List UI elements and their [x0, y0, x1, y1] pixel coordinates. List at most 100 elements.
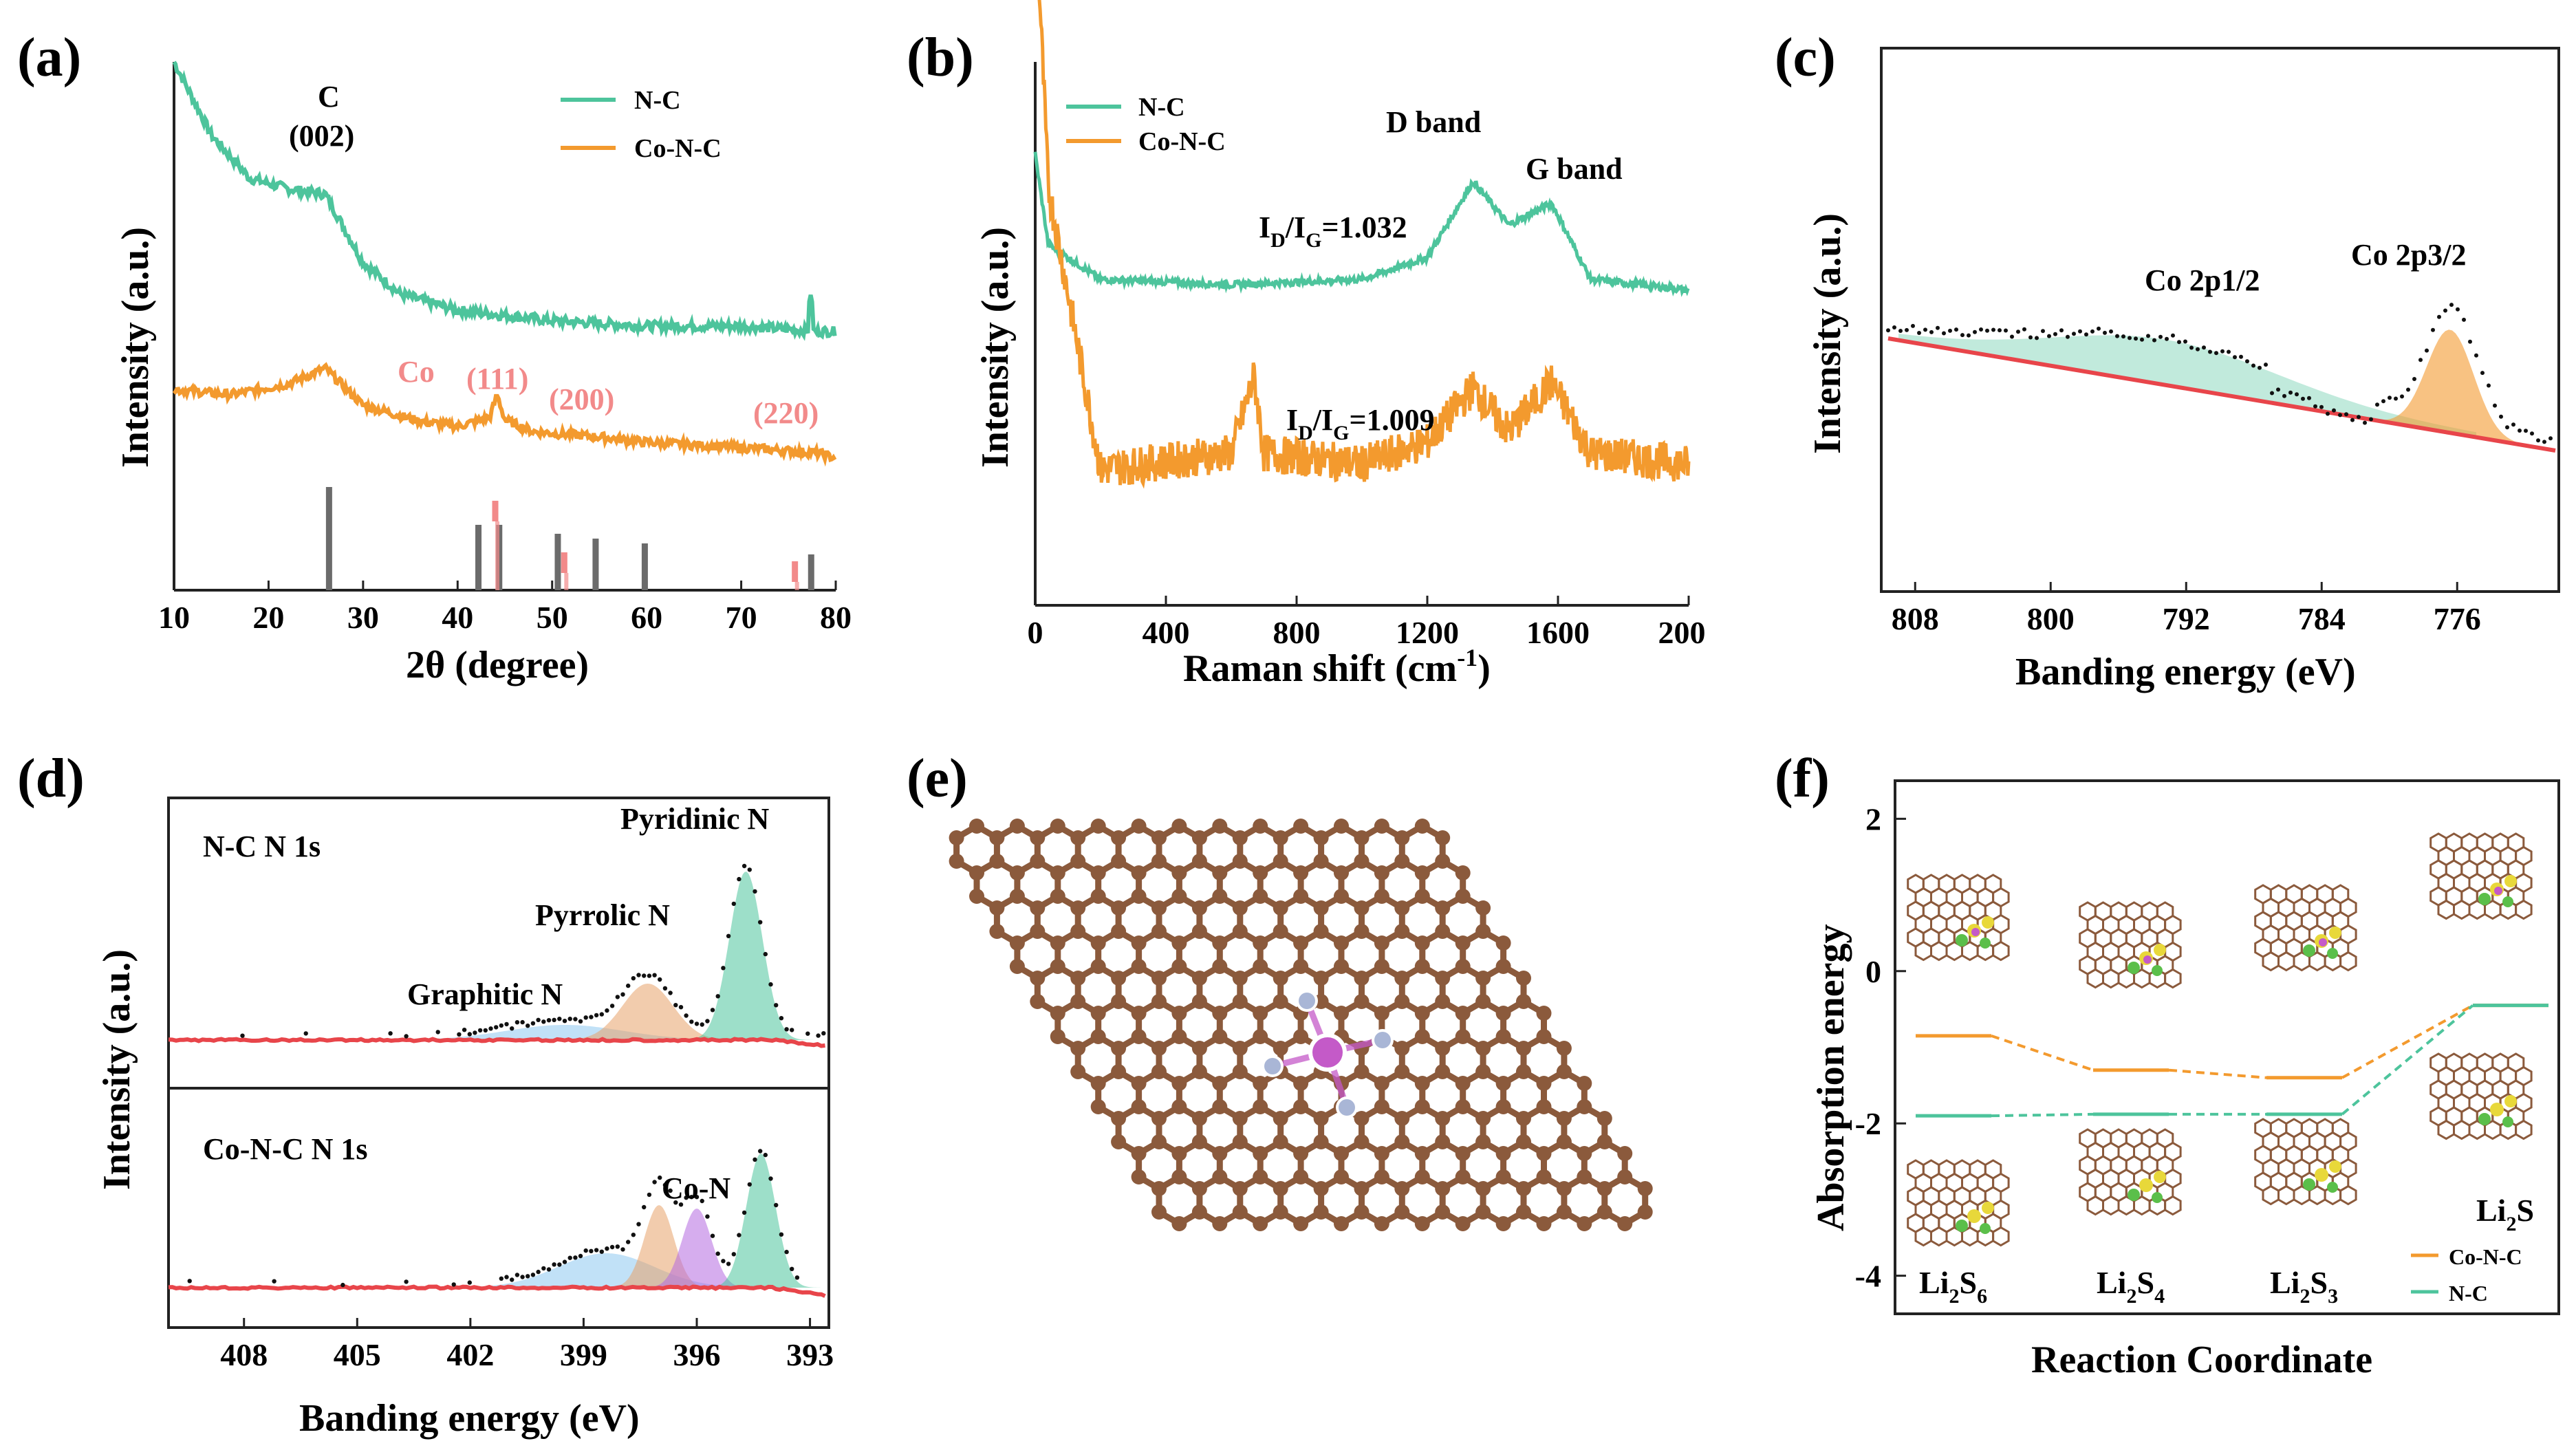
data-point-c — [2344, 412, 2348, 417]
tick-label-f: 0 — [1865, 954, 1881, 989]
data-point-c — [2258, 365, 2262, 370]
carbon-atom — [1475, 1041, 1491, 1056]
carbon-atom — [1516, 1064, 1531, 1079]
carbon-atom — [969, 889, 984, 904]
carbon-atom — [1414, 1029, 1430, 1044]
carbon-atom — [1212, 1146, 1228, 1161]
carbon-atom — [1171, 1146, 1187, 1161]
carbon-atom — [1232, 924, 1248, 939]
frame-d — [167, 797, 830, 1329]
carbon-atom — [1556, 1041, 1572, 1056]
carbon-atom — [1191, 1041, 1207, 1056]
carbon-atom — [1394, 924, 1410, 939]
envelope-point-d — [557, 1017, 562, 1021]
carbon-atom — [1212, 1029, 1228, 1044]
envelope-point-d — [731, 901, 737, 907]
data-point-c — [2177, 340, 2181, 345]
carbon-atom — [1253, 1006, 1268, 1021]
carbon-atom — [1232, 994, 1248, 1009]
carbon-atom — [1009, 889, 1025, 904]
envelope-point-d — [589, 1248, 594, 1254]
carbon-atom — [1009, 819, 1025, 834]
tick-label-d: 402 — [446, 1337, 494, 1372]
cobalt-atom-thumb — [2143, 955, 2152, 964]
carbon-atom — [1171, 865, 1187, 880]
envelope-point-d — [462, 1028, 467, 1032]
carbon-atom — [1253, 959, 1268, 974]
data-point-c — [2499, 414, 2503, 419]
adsorption-thumbnail — [1907, 1159, 2010, 1247]
annot-2p32-c: Co 2p3/2 — [2351, 238, 2466, 272]
carbon-atom — [1435, 854, 1451, 869]
envelope-point-d — [758, 1149, 763, 1154]
category-label-f: Li2S3 — [2270, 1265, 2338, 1308]
lithium-atom — [2502, 1116, 2513, 1127]
carbon-atom — [1354, 830, 1370, 845]
envelope-point-d — [526, 1024, 530, 1028]
series-line-conc-b — [1037, 0, 1691, 489]
carbon-atom — [1070, 830, 1086, 845]
data-point-c — [2165, 336, 2169, 341]
carbon-atom — [1070, 854, 1086, 869]
carbon-atom — [1455, 865, 1471, 880]
carbon-atom — [1191, 830, 1207, 845]
envelope-point-d — [272, 1279, 277, 1284]
carbon-atom — [1516, 1041, 1531, 1056]
carbon-atom — [1151, 900, 1167, 916]
connector-co-n-c-f — [1991, 1034, 2094, 1072]
data-point-c — [2338, 413, 2342, 418]
carbon-atom — [1253, 1099, 1268, 1114]
thumb-ring — [2515, 1119, 2533, 1140]
tick-label-a: 40 — [442, 600, 473, 635]
panel-label-a: (a) — [17, 28, 81, 88]
carbon-atom — [1435, 994, 1451, 1009]
carbon-atom — [1111, 830, 1127, 845]
data-point-c — [2134, 336, 2138, 341]
envelope-point-d — [620, 992, 625, 997]
envelope-point-d — [562, 1019, 567, 1024]
data-point-c — [2128, 336, 2132, 340]
carbon-atom — [1495, 1029, 1511, 1044]
carbon-atom — [1313, 971, 1329, 986]
carbon-atom — [1050, 819, 1065, 834]
carbon-atom — [1475, 1111, 1491, 1126]
adsorption-structures-f — [1907, 832, 2533, 1247]
carbon-atom — [1191, 971, 1207, 986]
tick-label-b: 200 — [1658, 615, 1706, 650]
carbon-atom — [1232, 830, 1248, 845]
envelope-point-d — [700, 1198, 704, 1204]
envelope-point-d — [721, 966, 726, 971]
cobalt-atom-thumb — [1971, 928, 1980, 936]
carbon-atom — [1191, 854, 1207, 869]
annot-co-a: Co — [398, 355, 435, 389]
carbon-atom — [1637, 1181, 1653, 1196]
envelope-point-d — [573, 1255, 578, 1260]
carbon-atom — [1455, 1146, 1471, 1161]
carbon-atom — [1111, 1064, 1127, 1079]
carbon-atom — [1414, 959, 1430, 974]
carbon-atom — [1090, 1006, 1106, 1021]
tick-label-a: 50 — [537, 600, 568, 635]
data-point-c — [1917, 331, 1921, 335]
lithium-atom — [2327, 1182, 2338, 1193]
annot-c002-a: (002) — [289, 119, 354, 153]
envelope-point-d — [662, 1182, 668, 1188]
carbon-atom — [1495, 1216, 1511, 1231]
tick-label-a: 80 — [820, 600, 852, 635]
carbon-atom — [1536, 1169, 1552, 1184]
ylabel-a: Intensity (a.u.) — [114, 227, 157, 468]
data-point-c — [2239, 354, 2243, 359]
envelope-point-d — [647, 973, 652, 978]
carbon-atom — [1232, 1041, 1248, 1056]
category-labels-f: Li2S6 Li2S4 Li2S3 Li2S — [1919, 1193, 2534, 1308]
carbon-atom — [1131, 1076, 1147, 1091]
data-point-c — [2152, 338, 2156, 343]
adsorption-thumbnail — [2254, 1118, 2357, 1206]
thumb-ring — [2102, 968, 2120, 989]
envelope-point-d — [520, 1019, 525, 1025]
carbon-atom — [1435, 971, 1451, 986]
envelope-point-d — [620, 1247, 625, 1252]
carbon-atom — [1556, 1134, 1572, 1149]
carbon-atom — [1556, 1204, 1572, 1220]
carbon-atom — [989, 900, 1005, 916]
